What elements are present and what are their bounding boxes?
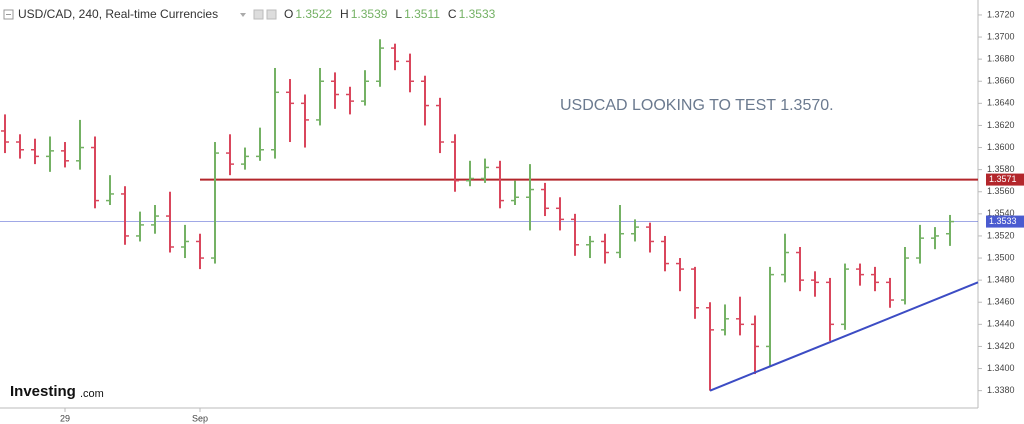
y-tick-label: 1.3620 [987,120,1015,130]
settings-icon[interactable] [253,9,264,20]
settings-icon[interactable] [266,9,277,20]
price-tag [986,173,1024,186]
y-tick-label: 1.3400 [987,363,1015,373]
chart-title: USD/CAD, 240, Real-time Currencies [18,7,218,21]
header-value: 1.3539 [351,7,388,21]
collapse-icon[interactable] [3,9,14,20]
header-value: 1.3511 [404,7,440,21]
y-tick-label: 1.3680 [987,54,1015,64]
dropdown-arrow[interactable] [240,13,246,17]
header-label: L [395,7,402,21]
y-tick-label: 1.3700 [987,31,1015,41]
header-label: C [448,7,457,21]
header-value: 1.3533 [459,7,496,21]
price-tag [986,215,1024,228]
header-value: 1.3522 [295,7,332,21]
trendline [709,281,979,392]
price-tag-label: 1.3533 [989,216,1017,226]
y-tick-label: 1.3600 [987,142,1015,152]
y-tick-label: 1.3660 [987,76,1015,86]
y-tick-label: 1.3580 [987,164,1015,174]
y-tick-label: 1.3380 [987,385,1015,395]
ohlc-header: O 1.3522 H 1.3539 L 1.3511 C 1.3533 [284,7,496,21]
y-tick-label: 1.3640 [987,98,1015,108]
y-tick-label: 1.3520 [987,230,1015,240]
header-label: O [284,7,293,21]
y-tick-label: 1.3480 [987,275,1015,285]
logo-suffix: .com [80,388,104,400]
y-tick-label: 1.3720 [987,9,1015,19]
x-tick-label: Sep [192,413,208,423]
annotation: USDCAD LOOKING TO TEST 1.3570. [560,97,834,114]
logo: Investing [10,383,76,400]
y-tick-label: 1.3420 [987,341,1015,351]
y-tick-label: 1.3500 [987,252,1015,262]
y-tick-label: 1.3440 [987,319,1015,329]
price-tag-label: 1.3571 [989,174,1017,184]
header-label: H [340,7,349,21]
y-tick-label: 1.3560 [987,186,1015,196]
x-tick-label: 29 [60,413,70,423]
y-tick-label: 1.3460 [987,297,1015,307]
y-tick-label: 1.3540 [987,208,1015,218]
